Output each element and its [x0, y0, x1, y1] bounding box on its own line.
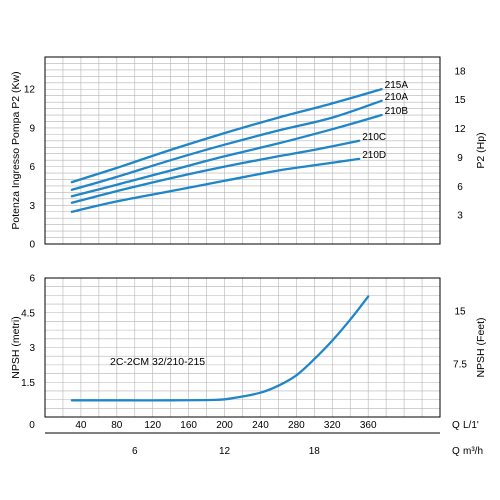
curve-label-210d: 210D	[362, 150, 386, 161]
power-kw-tick-label: 9	[29, 123, 35, 134]
model-annotation: 2C-2CM 32/210-215	[110, 356, 205, 368]
curve-label-215a: 215A	[385, 80, 409, 91]
curve-210c	[70, 139, 361, 204]
power-kw-tick-label: 12	[24, 85, 36, 96]
flow-lpm-tick-label: 240	[252, 420, 269, 431]
flow-lpm-tick-label: 280	[288, 420, 305, 431]
power-kw-tick-label: 6	[29, 162, 35, 173]
curve-215a	[70, 88, 383, 184]
flow-m3h-tick-label: 12	[219, 446, 231, 457]
curve-label-210c: 210C	[362, 132, 386, 143]
npsh-panel: 1.5 3 4.5 6 7.5 15 NPSH (metri) NPSH (Feet) 2C-2…	[10, 274, 487, 418]
npsh-curve	[70, 295, 370, 402]
flow-m3h-tick-label: 18	[309, 446, 321, 457]
power-kw-axis-label: Potenza Ingresso Pompa P2 (Kw)	[10, 71, 22, 229]
npsh-plot-frame	[44, 277, 441, 418]
power-plot-frame	[44, 56, 441, 245]
flow-lpm-tick-label: 320	[324, 420, 341, 431]
power-hp-axis-label: P2 (Hp)	[475, 132, 487, 168]
q-secondary-label: Q	[452, 446, 460, 457]
curve-210d	[70, 157, 361, 213]
npsh-metri-tick-label: 4.5	[21, 308, 35, 319]
npsh-metri-axis-label: NPSH (metri)	[10, 316, 22, 378]
l-per-min-unit-label: L/1'	[463, 420, 479, 431]
flow-lpm-tick-label: 80	[111, 420, 123, 431]
power-panel: 0 3 6 9 12 3 6 9 12 15 18 Potenza Ingresso Pompa P2…	[10, 56, 487, 251]
npsh-feet-tick-label: 7.5	[453, 360, 467, 371]
power-kw-tick-label: 0	[29, 240, 35, 251]
curve-label-210a: 210A	[385, 92, 409, 103]
npsh-feet-axis-label: NPSH (Feet)	[475, 317, 487, 377]
power-hp-tick-label: 3	[457, 211, 463, 222]
flow-m3h-tick-label: 6	[132, 446, 138, 457]
power-hp-tick-label: 15	[454, 95, 466, 106]
m3-per-hour-unit-label: m³/h	[463, 446, 483, 457]
flow-lpm-tick-label: 40	[75, 420, 87, 431]
curve-label-210b: 210B	[385, 106, 409, 117]
flow-lpm-tick-label: 360	[360, 420, 377, 431]
power-hp-tick-label: 18	[454, 66, 466, 77]
npsh-feet-tick-label: 15	[454, 307, 466, 318]
flow-axes: 40 80 120 160 200 240 280 320 360 6 12 18	[45, 420, 440, 457]
origin-zero-label: 0	[29, 420, 35, 431]
power-hp-tick-label: 9	[457, 153, 463, 164]
power-hp-tick-label: 12	[454, 124, 466, 135]
flow-lpm-tick-label: 200	[216, 420, 233, 431]
flow-lpm-tick-label: 160	[180, 420, 197, 431]
curve-210b	[70, 113, 383, 198]
curve-210a	[70, 99, 383, 191]
npsh-metri-tick-label: 3	[29, 343, 35, 354]
power-kw-tick-label: 3	[29, 201, 35, 212]
power-hp-tick-label: 6	[457, 182, 463, 193]
flow-lpm-tick-label: 120	[144, 420, 161, 431]
q-label: Q	[452, 420, 460, 431]
npsh-metri-tick-label: 1.5	[21, 378, 35, 389]
npsh-metri-tick-label: 6	[29, 274, 35, 285]
